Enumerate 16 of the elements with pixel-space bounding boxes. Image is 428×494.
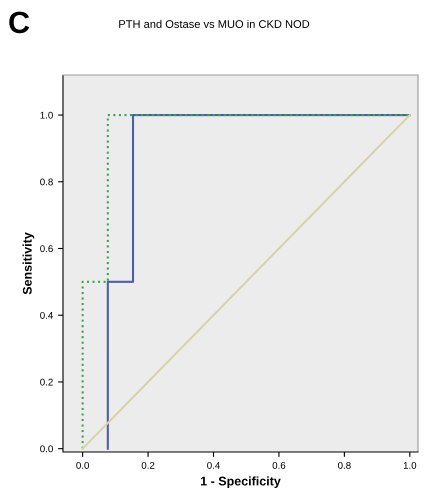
text: C (9, 12, 30, 34)
x-tick-label: 0.2 (142, 462, 154, 469)
x-tick-label: 0.0 (76, 462, 90, 469)
x-axis-title: 1 - Specificity (201, 476, 281, 488)
y-tick-label: 0.8 (40, 178, 53, 186)
y-tick-label: 0.2 (40, 378, 53, 386)
y-tick-label: 0.6 (40, 245, 53, 252)
y-tick-label: 1.0 (40, 112, 53, 119)
x-tick-label: 0.6 (272, 462, 286, 469)
y-tick-label: 0.0 (40, 445, 53, 452)
x-tick-label: 0.8 (338, 462, 351, 469)
x-tick-label: 0.4 (207, 462, 220, 469)
y-tick-label: 0.4 (40, 312, 53, 319)
y-axis-title: Sensitivity (22, 232, 34, 294)
x-tick-label: 1.0 (404, 462, 416, 469)
chart-title: PTH and Ostase vs MUO in CKD NOD (119, 20, 310, 28)
